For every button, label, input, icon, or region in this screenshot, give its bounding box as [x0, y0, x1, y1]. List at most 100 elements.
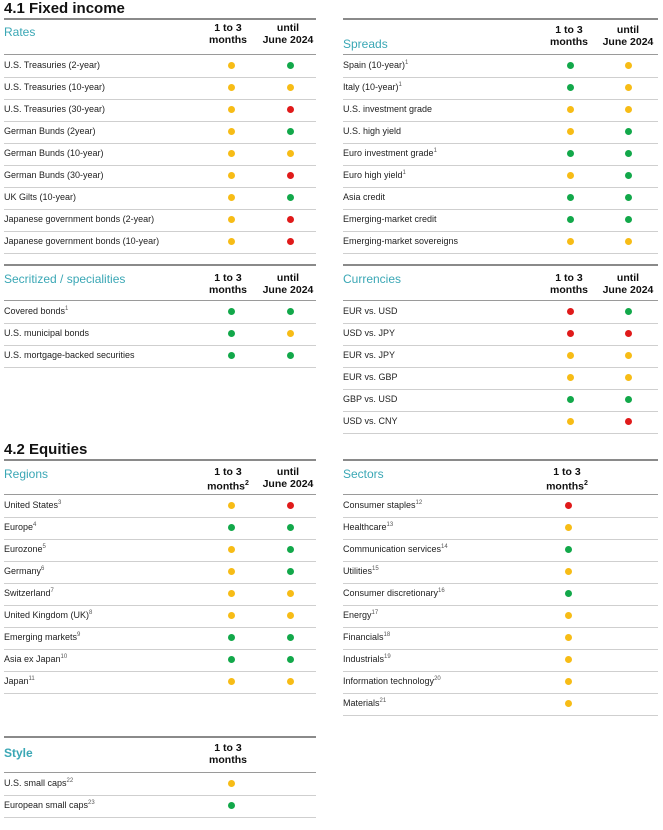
row-label-text: European small caps: [4, 800, 89, 810]
row-label-text: Emerging-market sovereigns: [343, 236, 459, 246]
row-label: German Bunds (30-year): [4, 170, 104, 180]
row-label: U.S. investment grade: [343, 104, 432, 114]
row-label: German Bunds (10-year): [4, 148, 104, 158]
status-dot-yellow: [228, 128, 235, 135]
row-label-text: United States: [4, 500, 59, 510]
table-row: U.S. Treasuries (10-year): [4, 77, 316, 100]
row-label-text: Emerging-market credit: [343, 214, 437, 224]
table-row: Switzerland7: [4, 583, 316, 606]
status-dot-yellow: [565, 700, 572, 707]
col1-header-months: months: [546, 480, 584, 493]
row-label: U.S. Treasuries (30-year): [4, 104, 105, 114]
table-row: U.S. small caps22: [4, 773, 316, 796]
status-dot-yellow: [287, 590, 294, 597]
col1-header-line1: 1 to 3: [214, 466, 242, 478]
row-label-text: Eurozone: [4, 544, 43, 554]
status-dot-green: [567, 150, 574, 157]
status-dot-yellow: [228, 172, 235, 179]
status-dot-yellow: [228, 612, 235, 619]
col1-header: 1 to 3 months: [541, 272, 597, 296]
row-label-text: USD vs. JPY: [343, 328, 396, 338]
row-label-text: Communication services: [343, 544, 442, 554]
row-footnote: 9: [77, 632, 81, 638]
header-rule: [4, 300, 316, 301]
row-label-text: Italy (10-year): [343, 82, 399, 92]
status-dot-yellow: [565, 678, 572, 685]
col1-header-line2: months2: [539, 478, 595, 493]
status-dot-yellow: [228, 590, 235, 597]
header-rule: [343, 494, 658, 495]
row-label-text: Consumer staples: [343, 500, 416, 510]
col1-header-line2: months: [209, 284, 247, 296]
table-top-rule: [4, 736, 316, 738]
status-dot-green: [565, 546, 572, 553]
row-label: U.S. mortgage-backed securities: [4, 350, 135, 360]
status-dot-green: [228, 802, 235, 809]
row-label: EUR vs. USD: [343, 306, 398, 316]
row-label-text: German Bunds (10-year): [4, 148, 104, 158]
status-dot-green: [228, 656, 235, 663]
status-dot-yellow: [565, 524, 572, 531]
table-row: Europe4: [4, 517, 316, 540]
col1-header-line1: 1 to 3: [214, 272, 242, 284]
row-footnote: 23: [88, 800, 95, 806]
status-dot-green: [287, 128, 294, 135]
col1-header-months: months: [209, 34, 247, 46]
col1-header-line2: months: [200, 34, 256, 46]
header-rule: [343, 54, 658, 55]
row-label: EUR vs. JPY: [343, 350, 395, 360]
row-label-text: EUR vs. USD: [343, 306, 398, 316]
header-rule: [4, 54, 316, 55]
row-label: U.S. small caps22: [4, 778, 73, 788]
row-footnote: 10: [60, 654, 68, 660]
row-label: Consumer staples12: [343, 500, 422, 510]
status-dot-red: [567, 308, 574, 315]
col2-header-line1: until: [616, 272, 640, 284]
status-dot-red: [287, 216, 294, 223]
row-footnote: 1: [398, 82, 402, 88]
row-footnote: 14: [441, 544, 448, 550]
col1-header-line1: 1 to 3: [555, 24, 583, 36]
status-dot-green: [625, 172, 632, 179]
status-dot-yellow: [287, 612, 294, 619]
col2-header: until June 2024: [260, 466, 316, 490]
row-label: UK Gilts (10-year): [4, 192, 76, 202]
status-dot-yellow: [625, 106, 632, 113]
row-label: U.S. Treasuries (2-year): [4, 60, 100, 70]
row-label: Industrials19: [343, 654, 391, 664]
table-row: Euro high yield1: [343, 165, 658, 188]
col2-header-line1: until: [276, 466, 300, 478]
row-label: Financials18: [343, 632, 390, 642]
row-label: Information technology20: [343, 676, 441, 686]
status-dot-yellow: [565, 656, 572, 663]
row-label: Japan11: [4, 676, 35, 686]
section-title-equities: 4.2 Equities: [4, 441, 88, 458]
table-row: Asia ex Japan10: [4, 649, 316, 672]
status-dot-red: [287, 106, 294, 113]
table-row: Financials18: [343, 627, 658, 650]
header-rule: [4, 772, 316, 773]
row-label-text: GBP vs. USD: [343, 394, 398, 404]
table-row: European small caps23: [4, 795, 316, 818]
col1-header: 1 to 3 months2: [539, 466, 595, 493]
table-top-rule: [4, 459, 316, 461]
col2-header-line1: until: [276, 272, 300, 284]
status-dot-yellow: [567, 352, 574, 359]
col1-header-line1: 1 to 3: [214, 742, 242, 754]
col1-header-line2: months2: [200, 478, 256, 493]
table-row: USD vs. JPY: [343, 323, 658, 346]
table-top-rule: [343, 264, 658, 266]
table-row: Italy (10-year)1: [343, 77, 658, 100]
table-row: USD vs. CNY: [343, 411, 658, 434]
table-row: U.S. municipal bonds: [4, 323, 316, 346]
row-label-text: Switzerland: [4, 588, 51, 598]
status-dot-green: [228, 634, 235, 641]
table-top-rule: [4, 18, 316, 20]
table-row: Eurozone5: [4, 539, 316, 562]
row-label: USD vs. JPY: [343, 328, 395, 338]
row-footnote: 22: [66, 778, 74, 784]
row-label-text: Asia credit: [343, 192, 386, 202]
table-title: Currencies: [343, 272, 402, 286]
table-title: Secritized / specialities: [4, 272, 126, 286]
table-row: EUR vs. USD: [343, 301, 658, 324]
